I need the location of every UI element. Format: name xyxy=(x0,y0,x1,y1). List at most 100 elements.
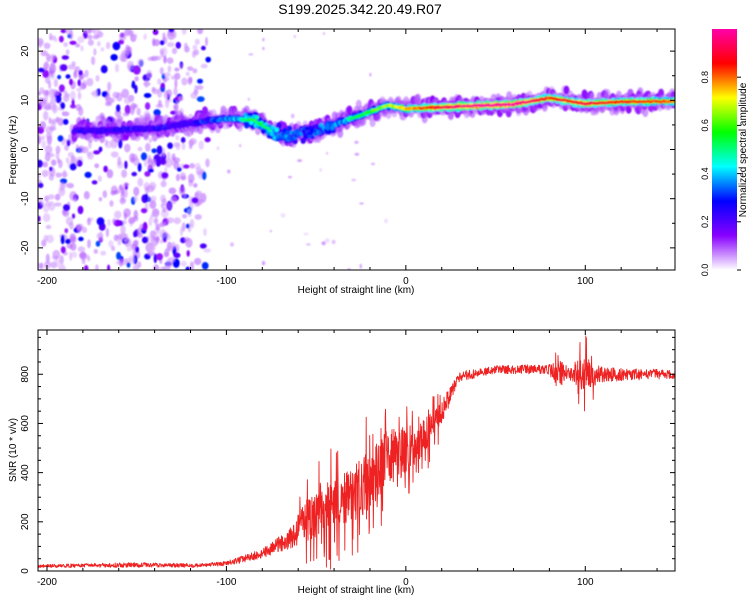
heatmap-cell xyxy=(123,97,132,104)
heatmap-cell xyxy=(63,90,68,96)
heatmap-cell xyxy=(174,79,178,89)
heatmap-cell xyxy=(38,134,42,145)
heatmap-cell xyxy=(53,258,61,268)
heatmap-cell xyxy=(147,158,153,167)
heatmap-cell xyxy=(152,158,157,167)
heatmap-cell xyxy=(359,202,364,205)
heatmap-cell xyxy=(57,117,65,126)
heatmap-cell xyxy=(227,169,231,174)
heatmap-cell xyxy=(216,146,220,151)
heatmap-cell xyxy=(134,84,138,94)
heatmap-cell xyxy=(75,223,84,230)
heatmap-cell xyxy=(174,102,179,112)
heatmap-cell xyxy=(61,111,65,116)
heatmap-cell xyxy=(87,256,91,262)
heatmap-cell xyxy=(269,229,272,233)
heatmap-cell xyxy=(193,183,198,188)
heatmap-cell xyxy=(44,145,53,155)
heatmap-cell xyxy=(123,213,127,220)
heatmap-cell xyxy=(94,163,100,169)
y-tick-label: 600 xyxy=(20,415,31,432)
heatmap-cell xyxy=(97,88,101,96)
heatmap-cell xyxy=(180,260,187,267)
heatmap-cell xyxy=(330,126,335,131)
heatmap-cell xyxy=(293,34,296,39)
heatmap-cell xyxy=(98,146,103,153)
heatmap-cell xyxy=(42,161,49,168)
heatmap-cell xyxy=(38,67,45,73)
heatmap-cell xyxy=(44,152,51,162)
heatmap-cell xyxy=(291,113,295,119)
heatmap-cell xyxy=(198,140,204,150)
heatmap-cell xyxy=(63,94,70,102)
heatmap-cell xyxy=(200,63,208,69)
heatmap-cell xyxy=(112,218,116,225)
heatmap-cell xyxy=(167,142,174,149)
heatmap-cell xyxy=(171,153,176,161)
heatmap-cell xyxy=(108,97,116,104)
heatmap-cell xyxy=(71,61,76,67)
heatmap-cell xyxy=(98,231,104,242)
heatmap-cell xyxy=(205,36,208,47)
snr-series-line xyxy=(38,335,675,570)
heatmap-cell xyxy=(42,202,50,213)
x-tick-label: -200 xyxy=(37,276,57,287)
heatmap-cell xyxy=(114,63,120,73)
heatmap-cell xyxy=(59,64,68,72)
heatmap-cell xyxy=(288,175,292,179)
heatmap-cell xyxy=(91,56,96,65)
heatmap-cell xyxy=(205,158,210,168)
heatmap-cell xyxy=(46,234,54,244)
heatmap-cell xyxy=(77,246,86,253)
heatmap-cell xyxy=(230,242,234,247)
heatmap-cell xyxy=(131,80,136,89)
y-tick-label: 400 xyxy=(20,464,31,481)
heatmap-cell xyxy=(78,70,83,76)
heatmap-cell xyxy=(61,171,68,178)
snr-frame xyxy=(37,329,676,572)
heatmap-cell xyxy=(84,69,89,78)
chart-title: S199.2025.342.20.49.R07 xyxy=(278,1,442,17)
heatmap-cell xyxy=(128,255,136,265)
heatmap-cell xyxy=(160,180,167,188)
heatmap-cell xyxy=(114,189,120,195)
heatmap-cell xyxy=(59,181,65,192)
heatmap-cell xyxy=(205,56,211,63)
heatmap-cell xyxy=(53,37,58,43)
y-tick-label: 0 xyxy=(20,146,31,152)
heatmap-cell xyxy=(182,214,188,219)
heatmap-cell xyxy=(87,151,94,160)
heatmap-cell xyxy=(77,79,81,87)
heatmap-cell xyxy=(307,134,312,139)
heatmap-cell xyxy=(165,98,170,109)
heatmap-cell xyxy=(104,140,113,149)
heatmap-cell xyxy=(197,193,204,200)
heatmap-cell xyxy=(38,159,43,168)
heatmap-cell xyxy=(132,264,139,270)
heatmap-cell xyxy=(186,208,192,214)
heatmap-cell xyxy=(95,240,101,247)
heatmap-cell xyxy=(137,162,142,172)
heatmap-cell xyxy=(182,164,190,169)
heatmap-cell xyxy=(354,152,360,156)
heatmap-cell xyxy=(159,40,165,46)
heatmap-cell xyxy=(160,266,166,270)
heatmap-cell xyxy=(117,156,122,166)
snr-y-axis: 0 200 400 600 800 xyxy=(20,336,675,574)
heatmap-cell xyxy=(116,251,122,260)
heatmap-cell xyxy=(75,156,79,167)
heatmap-cell xyxy=(247,97,250,101)
heatmap-cell xyxy=(142,221,148,231)
heatmap-cell xyxy=(100,250,107,256)
heatmap-cell xyxy=(325,152,329,155)
heatmap-cell xyxy=(152,29,159,36)
heatmap-cell xyxy=(165,232,169,239)
heatmap-cell xyxy=(80,45,84,52)
heatmap-cell xyxy=(152,37,156,47)
heatmap-cell xyxy=(60,234,65,245)
heatmap-cell xyxy=(162,32,166,43)
heatmap-cell xyxy=(147,185,155,193)
heatmap-cell xyxy=(331,239,336,245)
heatmap-cell xyxy=(359,263,362,269)
heatmap-cell xyxy=(106,169,114,179)
